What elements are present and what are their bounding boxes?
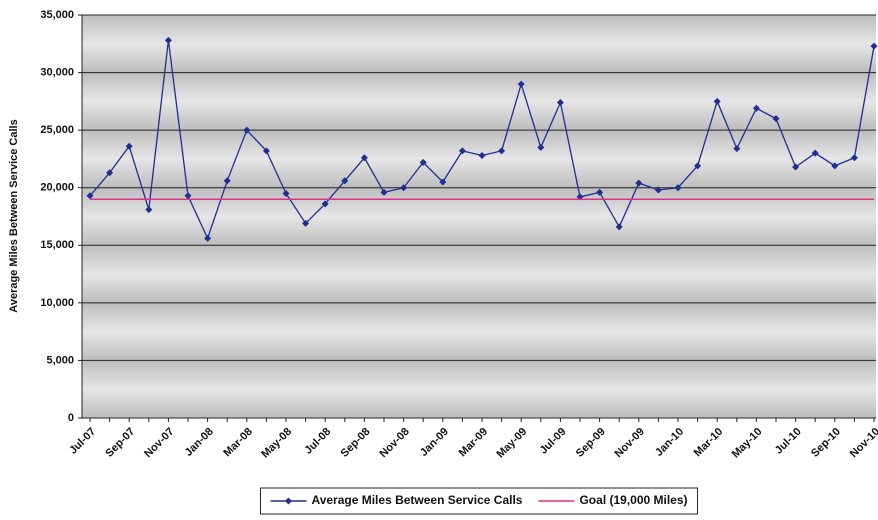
data-point [713,97,721,105]
data-point [458,147,466,155]
data-point [635,179,643,187]
plot-band [82,302,876,361]
data-point [478,151,486,159]
legend-label: Goal (19,000 Miles) [579,493,687,507]
x-tick-label: Jan-10 [653,426,686,459]
data-point [537,143,545,151]
x-tick-label: Mar-09 [457,426,491,460]
legend-label: Average Miles Between Service Calls [311,493,522,507]
data-point [223,177,231,185]
x-tick-label: Jan-09 [418,426,451,459]
data-point [850,154,858,162]
x-tick-label: Nov-08 [377,426,411,460]
data-point [498,147,506,155]
plot-band [82,187,876,246]
y-tick-label: 10,000 [40,297,74,309]
legend-box [259,487,699,515]
data-point [302,219,310,227]
plot-band [82,130,876,188]
data-point [184,192,192,200]
x-tick-label: May-10 [730,426,765,461]
x-tick-label: Jul-10 [773,426,804,457]
y-tick-label: 25,000 [40,124,74,136]
x-tick-label: Mar-08 [221,426,255,460]
x-tick-label: Jan-08 [183,426,216,459]
data-point [419,158,427,166]
y-axis-label: Average Miles Between Service Calls [8,119,20,312]
data-point [870,42,878,50]
data-point [439,178,447,186]
x-tick-label: Nov-09 [613,426,647,460]
data-point [262,147,270,155]
data-point [694,162,702,170]
plot-band [82,72,876,131]
x-tick-label: Sep-09 [574,426,608,460]
x-tick-label: Jul-08 [302,426,333,457]
x-tick-label: Nov-07 [142,426,176,460]
x-tick-label: Sep-10 [809,426,843,460]
y-tick-label: 5,000 [46,354,74,366]
legend-marker [284,497,292,505]
data-point [321,200,329,208]
x-tick-label: Jul-09 [538,426,569,457]
y-tick-label: 20,000 [40,182,74,194]
data-point [86,192,94,200]
data-point [615,223,623,231]
data-point [400,184,408,192]
data-point [596,188,604,196]
data-point [341,177,349,185]
data-point [556,99,564,107]
data-point [831,162,839,170]
data-point [772,115,780,123]
data-point [380,188,388,196]
plot-band [82,245,876,303]
y-tick-label: 35,000 [40,9,74,21]
data-point [360,154,368,162]
data-point [243,126,251,134]
legend: Average Miles Between Service Calls Goal … [259,487,699,515]
x-tick-label: Nov-10 [848,426,878,460]
x-tick-label: Sep-07 [103,426,137,460]
plot-band [82,360,876,418]
data-point [282,189,290,197]
x-tick-label: May-08 [259,426,294,461]
x-tick-label: Sep-08 [339,426,373,460]
data-point [204,234,212,242]
plot-band [82,15,876,73]
x-tick-label: Mar-10 [692,426,726,460]
data-point [674,184,682,192]
data-point [125,142,133,150]
y-tick-label: 15,000 [40,239,74,251]
x-tick-label: Jul-07 [67,426,98,457]
data-point [517,80,525,88]
data-point [733,145,741,153]
data-point [792,163,800,171]
data-point [145,206,153,214]
y-tick-label: 0 [68,412,74,424]
data-point [654,186,662,194]
data-point [106,169,114,177]
y-tick-label: 30,000 [40,66,74,78]
data-point [811,149,819,157]
data-point [752,104,760,112]
data-point [164,36,172,44]
x-tick-label: May-09 [495,426,530,461]
